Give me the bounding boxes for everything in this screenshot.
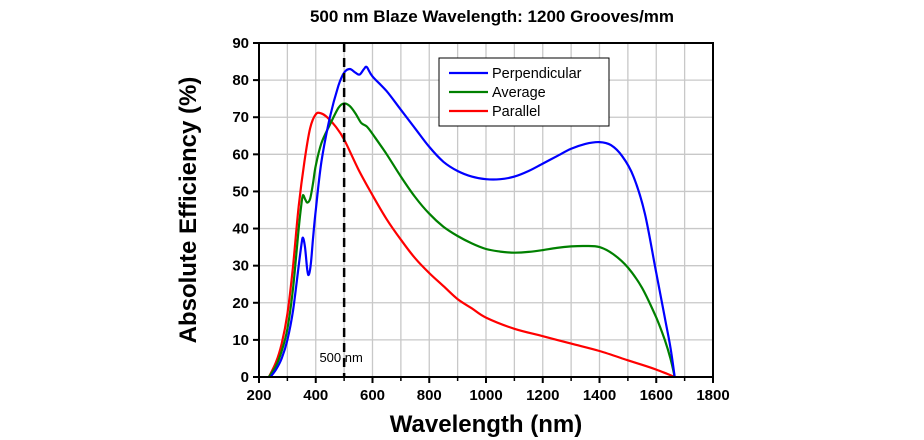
legend-label-parallel: Parallel — [492, 104, 540, 120]
legend-label-perpendicular: Perpendicular — [492, 66, 582, 82]
y-tick-label: 90 — [232, 35, 249, 52]
x-tick-label: 1600 — [640, 387, 673, 404]
x-tick-label: 1800 — [696, 387, 729, 404]
y-tick-label: 50 — [232, 183, 249, 200]
y-tick-label: 10 — [232, 332, 249, 349]
x-tick-label: 200 — [246, 387, 271, 404]
series-line-parallel — [267, 111, 676, 379]
curves — [267, 65, 676, 379]
blaze-wavelength-label: 500 nm — [319, 350, 362, 365]
series-line-perpendicular — [269, 65, 676, 378]
y-tick-label: 60 — [232, 146, 249, 163]
x-tick-label: 600 — [360, 387, 385, 404]
x-tick-label: 1400 — [583, 387, 616, 404]
y-tick-label: 0 — [241, 369, 249, 386]
y-tick-label: 20 — [232, 295, 249, 312]
y-tick-label: 80 — [232, 72, 249, 89]
y-tick-label: 40 — [232, 221, 249, 238]
series-line-average — [267, 102, 676, 378]
legend-label-average: Average — [492, 85, 546, 101]
y-tick-label: 30 — [232, 258, 249, 275]
x-axis-label: Wavelength (nm) — [390, 411, 582, 438]
y-axis-label: Absolute Efficiency (%) — [175, 77, 202, 344]
x-tick-label: 1200 — [526, 387, 559, 404]
y-tick-label: 70 — [232, 109, 249, 126]
axes: 200 400 600 800 1000 1200 1400 1600 1800 0 10 20 30 4… — [232, 35, 729, 404]
x-tick-label: 400 — [303, 387, 328, 404]
legend: Perpendicular Average Parallel — [438, 57, 610, 127]
x-tick-label: 800 — [417, 387, 442, 404]
blaze-annotation: 500 nm — [319, 43, 363, 377]
chart-title: 500 nm Blaze Wavelength: 1200 Grooves/mm — [310, 7, 674, 26]
x-tick-label: 1000 — [469, 387, 502, 404]
